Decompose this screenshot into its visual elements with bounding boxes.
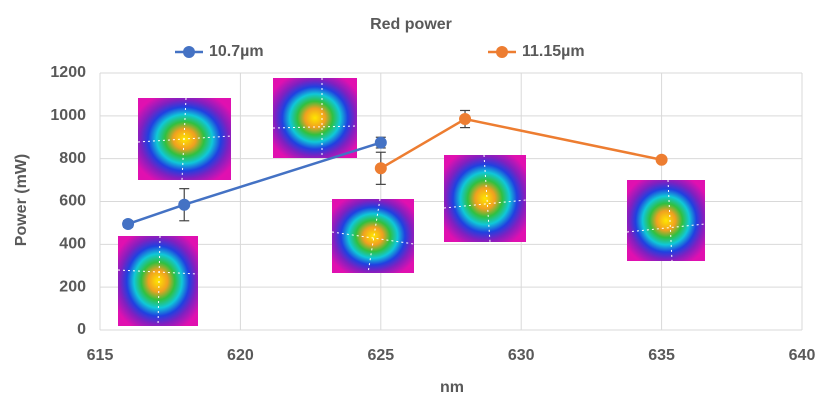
beam-image [273, 78, 357, 158]
y-tick-label: 1000 [50, 107, 86, 124]
beam-image [138, 98, 231, 180]
point [656, 154, 668, 166]
y-tick-label: 800 [59, 150, 86, 167]
point [122, 218, 134, 230]
beam-image [118, 236, 198, 326]
point [375, 162, 387, 174]
y-tick-label: 600 [59, 193, 86, 210]
point [178, 199, 190, 211]
x-tick-label: 625 [367, 347, 394, 364]
y-axis-label: Power (mW) [13, 154, 30, 246]
legend-label: 11.15µm [522, 43, 585, 60]
legend-label: 10.7µm [209, 43, 264, 60]
x-axis-label: nm [440, 379, 464, 396]
chart-title: Red power [370, 16, 452, 33]
x-tick-label: 640 [789, 347, 816, 364]
x-tick-label: 630 [508, 347, 535, 364]
beam-image [332, 199, 414, 273]
y-tick-label: 1200 [50, 64, 86, 81]
legend-marker [496, 46, 508, 58]
legend-marker [183, 46, 195, 58]
point [375, 137, 387, 149]
x-tick-label: 635 [648, 347, 675, 364]
y-tick-label: 200 [59, 278, 86, 295]
beam-image [444, 155, 526, 242]
x-tick-label: 615 [87, 347, 114, 364]
chart: Red power nm Power (mW) 0 200 400 600 800 100… [0, 0, 823, 397]
y-tick-label: 400 [59, 236, 86, 253]
y-tick-label: 0 [77, 321, 86, 338]
point [459, 113, 471, 125]
x-tick-label: 620 [227, 347, 254, 364]
beam-image [627, 180, 705, 261]
